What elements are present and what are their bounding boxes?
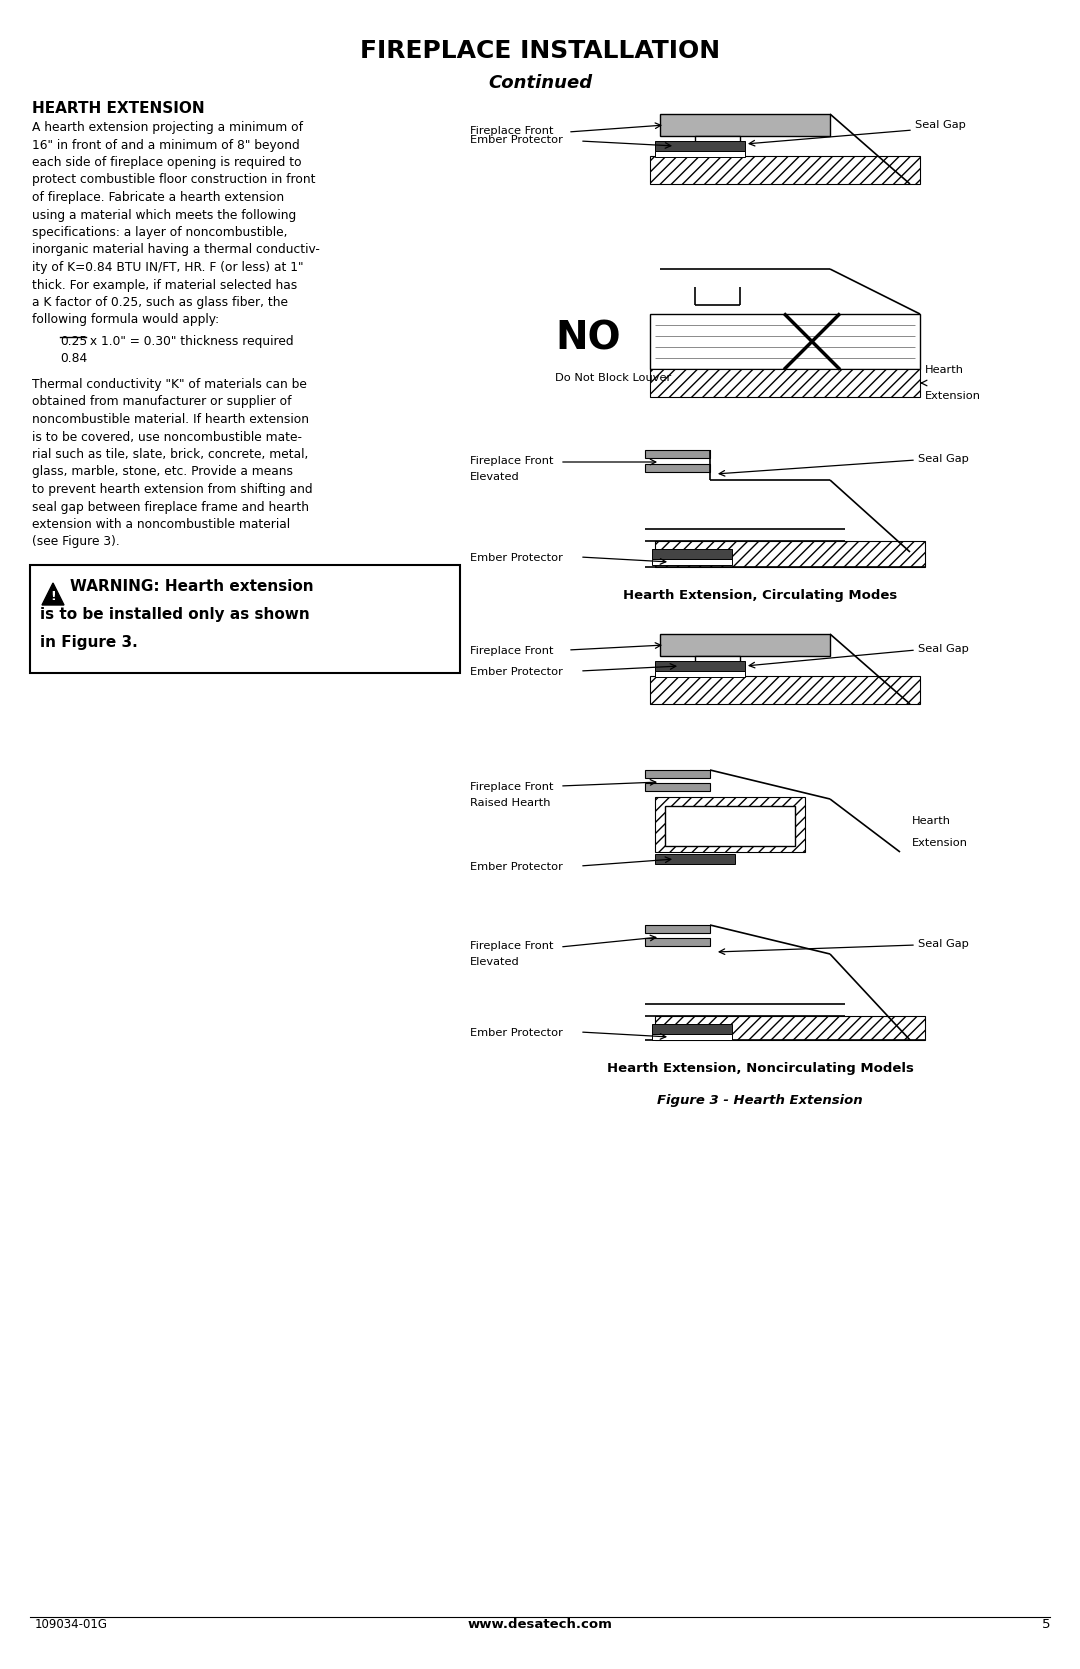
- Text: Ember Protector: Ember Protector: [470, 552, 563, 562]
- Text: specifications: a layer of noncombustible,: specifications: a layer of noncombustibl…: [32, 225, 287, 239]
- Text: of fireplace. Fabricate a hearth extension: of fireplace. Fabricate a hearth extensi…: [32, 190, 284, 204]
- Text: Continued: Continued: [488, 73, 592, 92]
- Text: Hearth Extension, Noncirculating Models: Hearth Extension, Noncirculating Models: [607, 1061, 914, 1075]
- Bar: [654, 671, 745, 678]
- Bar: [650, 369, 920, 397]
- Text: 0.84: 0.84: [60, 352, 87, 366]
- Bar: [696, 656, 740, 674]
- Bar: [654, 855, 735, 865]
- Text: !: !: [50, 589, 56, 603]
- Bar: [652, 559, 732, 566]
- Bar: [654, 541, 924, 567]
- Text: Seal Gap: Seal Gap: [918, 940, 969, 950]
- Text: Fireplace Front: Fireplace Front: [470, 783, 554, 793]
- Text: following formula would apply:: following formula would apply:: [32, 314, 219, 327]
- Text: to prevent hearth extension from shifting and: to prevent hearth extension from shiftin…: [32, 482, 312, 496]
- Text: Figure 3 - Hearth Extension: Figure 3 - Hearth Extension: [658, 1093, 863, 1107]
- Bar: [645, 925, 710, 933]
- Bar: [645, 769, 710, 778]
- Bar: [654, 1016, 924, 1040]
- Text: www.desatech.com: www.desatech.com: [468, 1617, 612, 1631]
- Text: Extension: Extension: [912, 838, 968, 848]
- Text: inorganic material having a thermal conductiv-: inorganic material having a thermal cond…: [32, 244, 320, 257]
- Text: extension with a noncombustible material: extension with a noncombustible material: [32, 517, 291, 531]
- Text: using a material which meets the following: using a material which meets the followi…: [32, 209, 296, 222]
- Text: each side of fireplace opening is required to: each side of fireplace opening is requir…: [32, 155, 301, 169]
- Text: Elevated: Elevated: [470, 472, 519, 482]
- Bar: [645, 464, 710, 472]
- Bar: [650, 676, 920, 704]
- Text: Extension: Extension: [924, 391, 981, 401]
- Text: Seal Gap: Seal Gap: [915, 120, 966, 130]
- Bar: [696, 135, 740, 154]
- Bar: [654, 140, 745, 150]
- Text: in Figure 3.: in Figure 3.: [40, 634, 138, 649]
- Text: A hearth extension projecting a minimum of: A hearth extension projecting a minimum …: [32, 120, 303, 134]
- Bar: [660, 634, 831, 656]
- Text: Fireplace Front: Fireplace Front: [470, 646, 554, 656]
- Text: (see Figure 3).: (see Figure 3).: [32, 536, 120, 549]
- Text: 109034-01G: 109034-01G: [35, 1617, 108, 1631]
- Text: is to be installed only as shown: is to be installed only as shown: [40, 608, 310, 623]
- Bar: [652, 1035, 732, 1040]
- Text: Hearth Extension, Circulating Modes: Hearth Extension, Circulating Modes: [623, 589, 897, 603]
- Text: x 1.0" = 0.30" thickness required: x 1.0" = 0.30" thickness required: [86, 335, 294, 349]
- Bar: [652, 549, 732, 559]
- Text: glass, marble, stone, etc. Provide a means: glass, marble, stone, etc. Provide a mea…: [32, 466, 293, 479]
- Text: seal gap between fireplace frame and hearth: seal gap between fireplace frame and hea…: [32, 501, 309, 514]
- Bar: [654, 150, 745, 157]
- Bar: [645, 451, 710, 457]
- Bar: [654, 798, 805, 851]
- Text: Raised Hearth: Raised Hearth: [470, 798, 551, 808]
- Text: Ember Protector: Ember Protector: [470, 668, 563, 678]
- Bar: [30, 566, 460, 673]
- Text: WARNING: Hearth extension: WARNING: Hearth extension: [70, 579, 313, 594]
- Text: protect combustible floor construction in front: protect combustible floor construction i…: [32, 174, 315, 187]
- Text: ity of K=0.84 BTU IN/FT, HR. F (or less) at 1": ity of K=0.84 BTU IN/FT, HR. F (or less)…: [32, 260, 303, 274]
- Bar: [665, 806, 795, 846]
- Bar: [652, 1025, 732, 1035]
- Bar: [645, 783, 710, 791]
- Text: Hearth: Hearth: [924, 366, 964, 376]
- Text: 0.25: 0.25: [60, 335, 87, 349]
- Text: rial such as tile, slate, brick, concrete, metal,: rial such as tile, slate, brick, concret…: [32, 447, 309, 461]
- Polygon shape: [42, 582, 64, 604]
- Text: Fireplace Front: Fireplace Front: [470, 125, 554, 135]
- Text: thick. For example, if material selected has: thick. For example, if material selected…: [32, 279, 297, 292]
- Text: Ember Protector: Ember Protector: [470, 1028, 563, 1038]
- Text: Seal Gap: Seal Gap: [918, 644, 969, 654]
- Bar: [660, 113, 831, 135]
- Bar: [650, 155, 920, 184]
- Text: a K factor of 0.25, such as glass fiber, the: a K factor of 0.25, such as glass fiber,…: [32, 295, 288, 309]
- Text: 16" in front of and a minimum of 8" beyond: 16" in front of and a minimum of 8" beyo…: [32, 139, 300, 152]
- Text: 5: 5: [1041, 1617, 1050, 1631]
- Text: noncombustible material. If hearth extension: noncombustible material. If hearth exten…: [32, 412, 309, 426]
- Bar: [650, 314, 920, 369]
- Text: HEARTH EXTENSION: HEARTH EXTENSION: [32, 102, 204, 117]
- Text: Hearth: Hearth: [912, 816, 951, 826]
- Text: Ember Protector: Ember Protector: [470, 135, 563, 145]
- Bar: [654, 661, 745, 671]
- Text: FIREPLACE INSTALLATION: FIREPLACE INSTALLATION: [360, 38, 720, 63]
- Text: Seal Gap: Seal Gap: [918, 454, 969, 464]
- Bar: [645, 938, 710, 946]
- Text: NO: NO: [555, 320, 621, 357]
- Text: obtained from manufacturer or supplier of: obtained from manufacturer or supplier o…: [32, 396, 292, 409]
- Text: is to be covered, use noncombustible mate-: is to be covered, use noncombustible mat…: [32, 431, 302, 444]
- Text: Fireplace Front: Fireplace Front: [470, 456, 554, 466]
- Text: Fireplace Front: Fireplace Front: [470, 941, 554, 951]
- Text: Ember Protector: Ember Protector: [470, 861, 563, 871]
- Text: Thermal conductivity "K" of materials can be: Thermal conductivity "K" of materials ca…: [32, 377, 307, 391]
- Text: Elevated: Elevated: [470, 956, 519, 966]
- Text: Do Not Block Louver: Do Not Block Louver: [555, 372, 672, 382]
